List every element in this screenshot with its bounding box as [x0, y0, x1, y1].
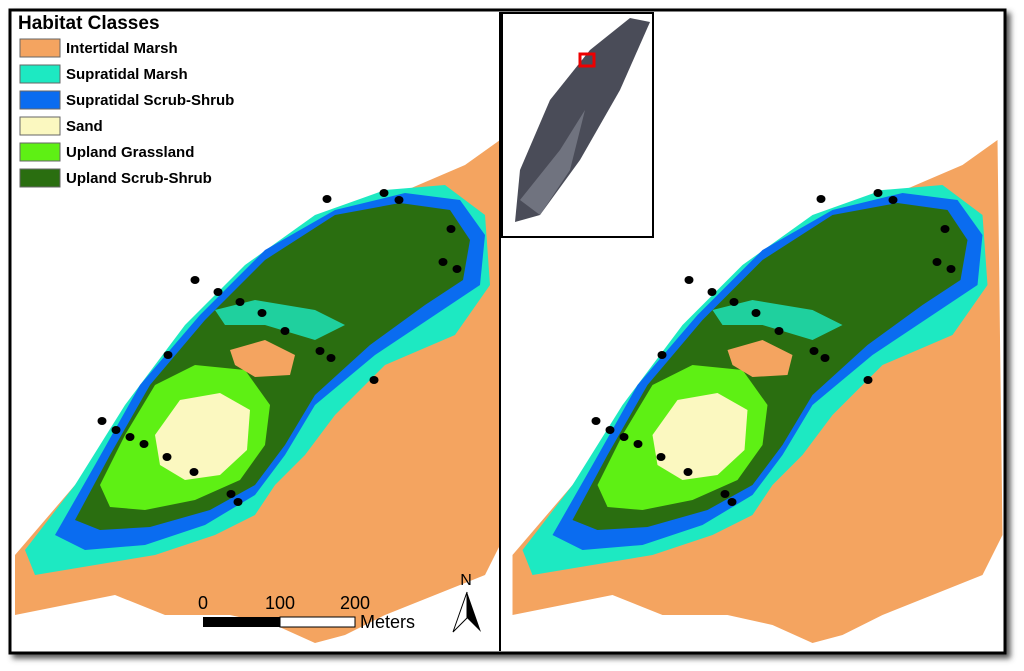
scale-label: 0 — [198, 593, 208, 613]
legend-swatch — [19, 38, 61, 58]
legend-swatch — [19, 90, 61, 110]
survey-point — [946, 265, 956, 273]
survey-point — [684, 276, 694, 284]
legend-label: Supratidal Marsh — [66, 66, 188, 83]
survey-point — [233, 498, 243, 506]
survey-point — [605, 426, 615, 434]
survey-point — [257, 309, 267, 317]
north-arrow: N — [452, 572, 481, 633]
survey-point — [326, 354, 336, 362]
legend-label: Upland Scrub-Shrub — [66, 170, 212, 187]
survey-points — [97, 189, 956, 506]
survey-point — [729, 298, 739, 306]
legend-swatch — [19, 168, 61, 188]
survey-point — [707, 288, 717, 296]
survey-point — [125, 433, 135, 441]
survey-point — [163, 351, 173, 359]
survey-point — [932, 258, 942, 266]
legend-label: Sand — [66, 118, 103, 135]
survey-point — [446, 225, 456, 233]
survey-point — [888, 196, 898, 204]
legend-swatch — [19, 142, 61, 162]
survey-point — [452, 265, 462, 273]
survey-point — [633, 440, 643, 448]
north-label: N — [460, 572, 472, 589]
survey-point — [619, 433, 629, 441]
legend-swatch — [19, 116, 61, 136]
scale-unit: Meters — [360, 612, 415, 632]
survey-point — [162, 453, 172, 461]
survey-point — [369, 376, 379, 384]
survey-point — [727, 498, 737, 506]
legend-label: Supratidal Scrub-Shrub — [66, 92, 234, 109]
survey-point — [940, 225, 950, 233]
survey-point — [863, 376, 873, 384]
survey-point — [657, 351, 667, 359]
legend-label: Intertidal Marsh — [66, 40, 178, 57]
inset-map — [501, 12, 654, 238]
survey-point — [751, 309, 761, 317]
survey-point — [315, 347, 325, 355]
survey-point — [97, 417, 107, 425]
survey-point — [683, 468, 693, 476]
survey-point — [720, 490, 730, 498]
survey-point — [280, 327, 290, 335]
legend: Habitat Classes Intertidal Marsh Supratid… — [18, 13, 234, 188]
scale-bar: Meters 0 100 200 — [198, 593, 415, 632]
survey-point — [809, 347, 819, 355]
survey-point — [189, 468, 199, 476]
survey-point — [438, 258, 448, 266]
survey-point — [213, 288, 223, 296]
legend-label: Upland Grassland — [66, 144, 194, 161]
legend-title: Habitat Classes — [18, 13, 160, 34]
survey-point — [873, 189, 883, 197]
survey-point — [591, 417, 601, 425]
survey-point — [820, 354, 830, 362]
survey-point — [190, 276, 200, 284]
legend-swatch — [19, 64, 61, 84]
survey-point — [322, 195, 332, 203]
survey-point — [816, 195, 826, 203]
survey-point — [379, 189, 389, 197]
survey-point — [394, 196, 404, 204]
scale-label: 200 — [340, 593, 370, 613]
survey-point — [774, 327, 784, 335]
survey-point — [139, 440, 149, 448]
survey-point — [656, 453, 666, 461]
survey-point — [111, 426, 121, 434]
survey-point — [226, 490, 236, 498]
scale-label: 100 — [265, 593, 295, 613]
survey-point — [235, 298, 245, 306]
